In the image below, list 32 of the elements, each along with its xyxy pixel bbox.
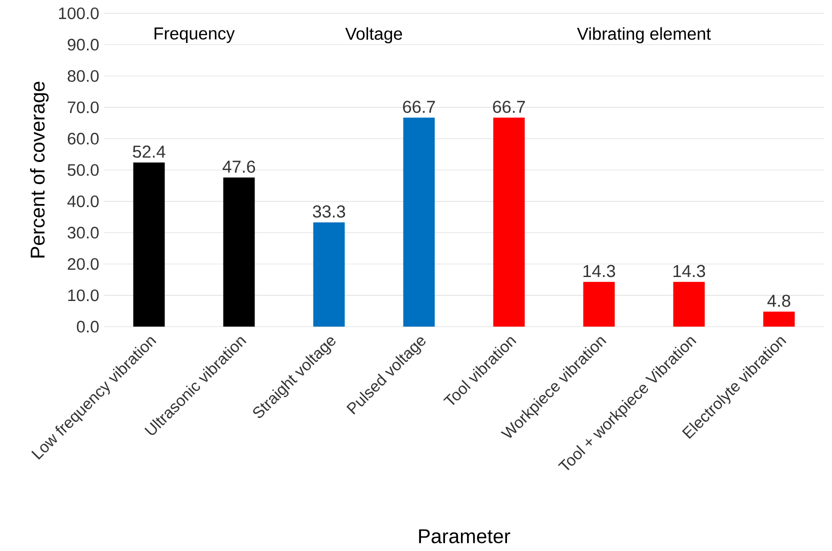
annotation: Frequency: [154, 28, 235, 44]
y-tick-label: 90.0: [68, 38, 99, 51]
data-label: 4.8: [767, 294, 790, 308]
data-label: 66.7: [403, 100, 435, 114]
annotation: Voltage: [345, 27, 402, 44]
data-label: 14.3: [584, 265, 616, 278]
data-label: 66.7: [493, 100, 525, 114]
y-tick-label: 20.0: [68, 258, 99, 270]
y-tick-label: 10.0: [68, 290, 99, 302]
data-label: 47.6: [222, 160, 256, 173]
y-tick-label: 80.0: [68, 70, 99, 82]
y-tick-label: 100.0: [59, 8, 99, 20]
bar: [583, 282, 615, 327]
y-tick-label: 60.0: [68, 132, 99, 145]
y-tick-label: 50.0: [68, 164, 99, 176]
bar: [763, 312, 795, 327]
bar: [313, 222, 345, 327]
data-label: 14.3: [674, 265, 706, 278]
annotation: Vibrating element: [577, 27, 711, 44]
bar: [493, 118, 525, 327]
data-label: 33.3: [312, 206, 346, 218]
bar: [673, 282, 705, 327]
bar: [223, 178, 255, 327]
y-tick-label: 70.0: [68, 102, 99, 114]
bar: [133, 162, 165, 327]
x-axis-title: Parameter: [419, 530, 510, 544]
data-label: 52.4: [132, 146, 166, 158]
y-tick-label: 0.0: [76, 320, 99, 333]
y-tick-label: 40.0: [67, 196, 99, 208]
y-axis-title: Percent of coverage: [30, 82, 49, 258]
bar: [403, 118, 435, 327]
y-tick-label: 30.0: [68, 226, 99, 239]
